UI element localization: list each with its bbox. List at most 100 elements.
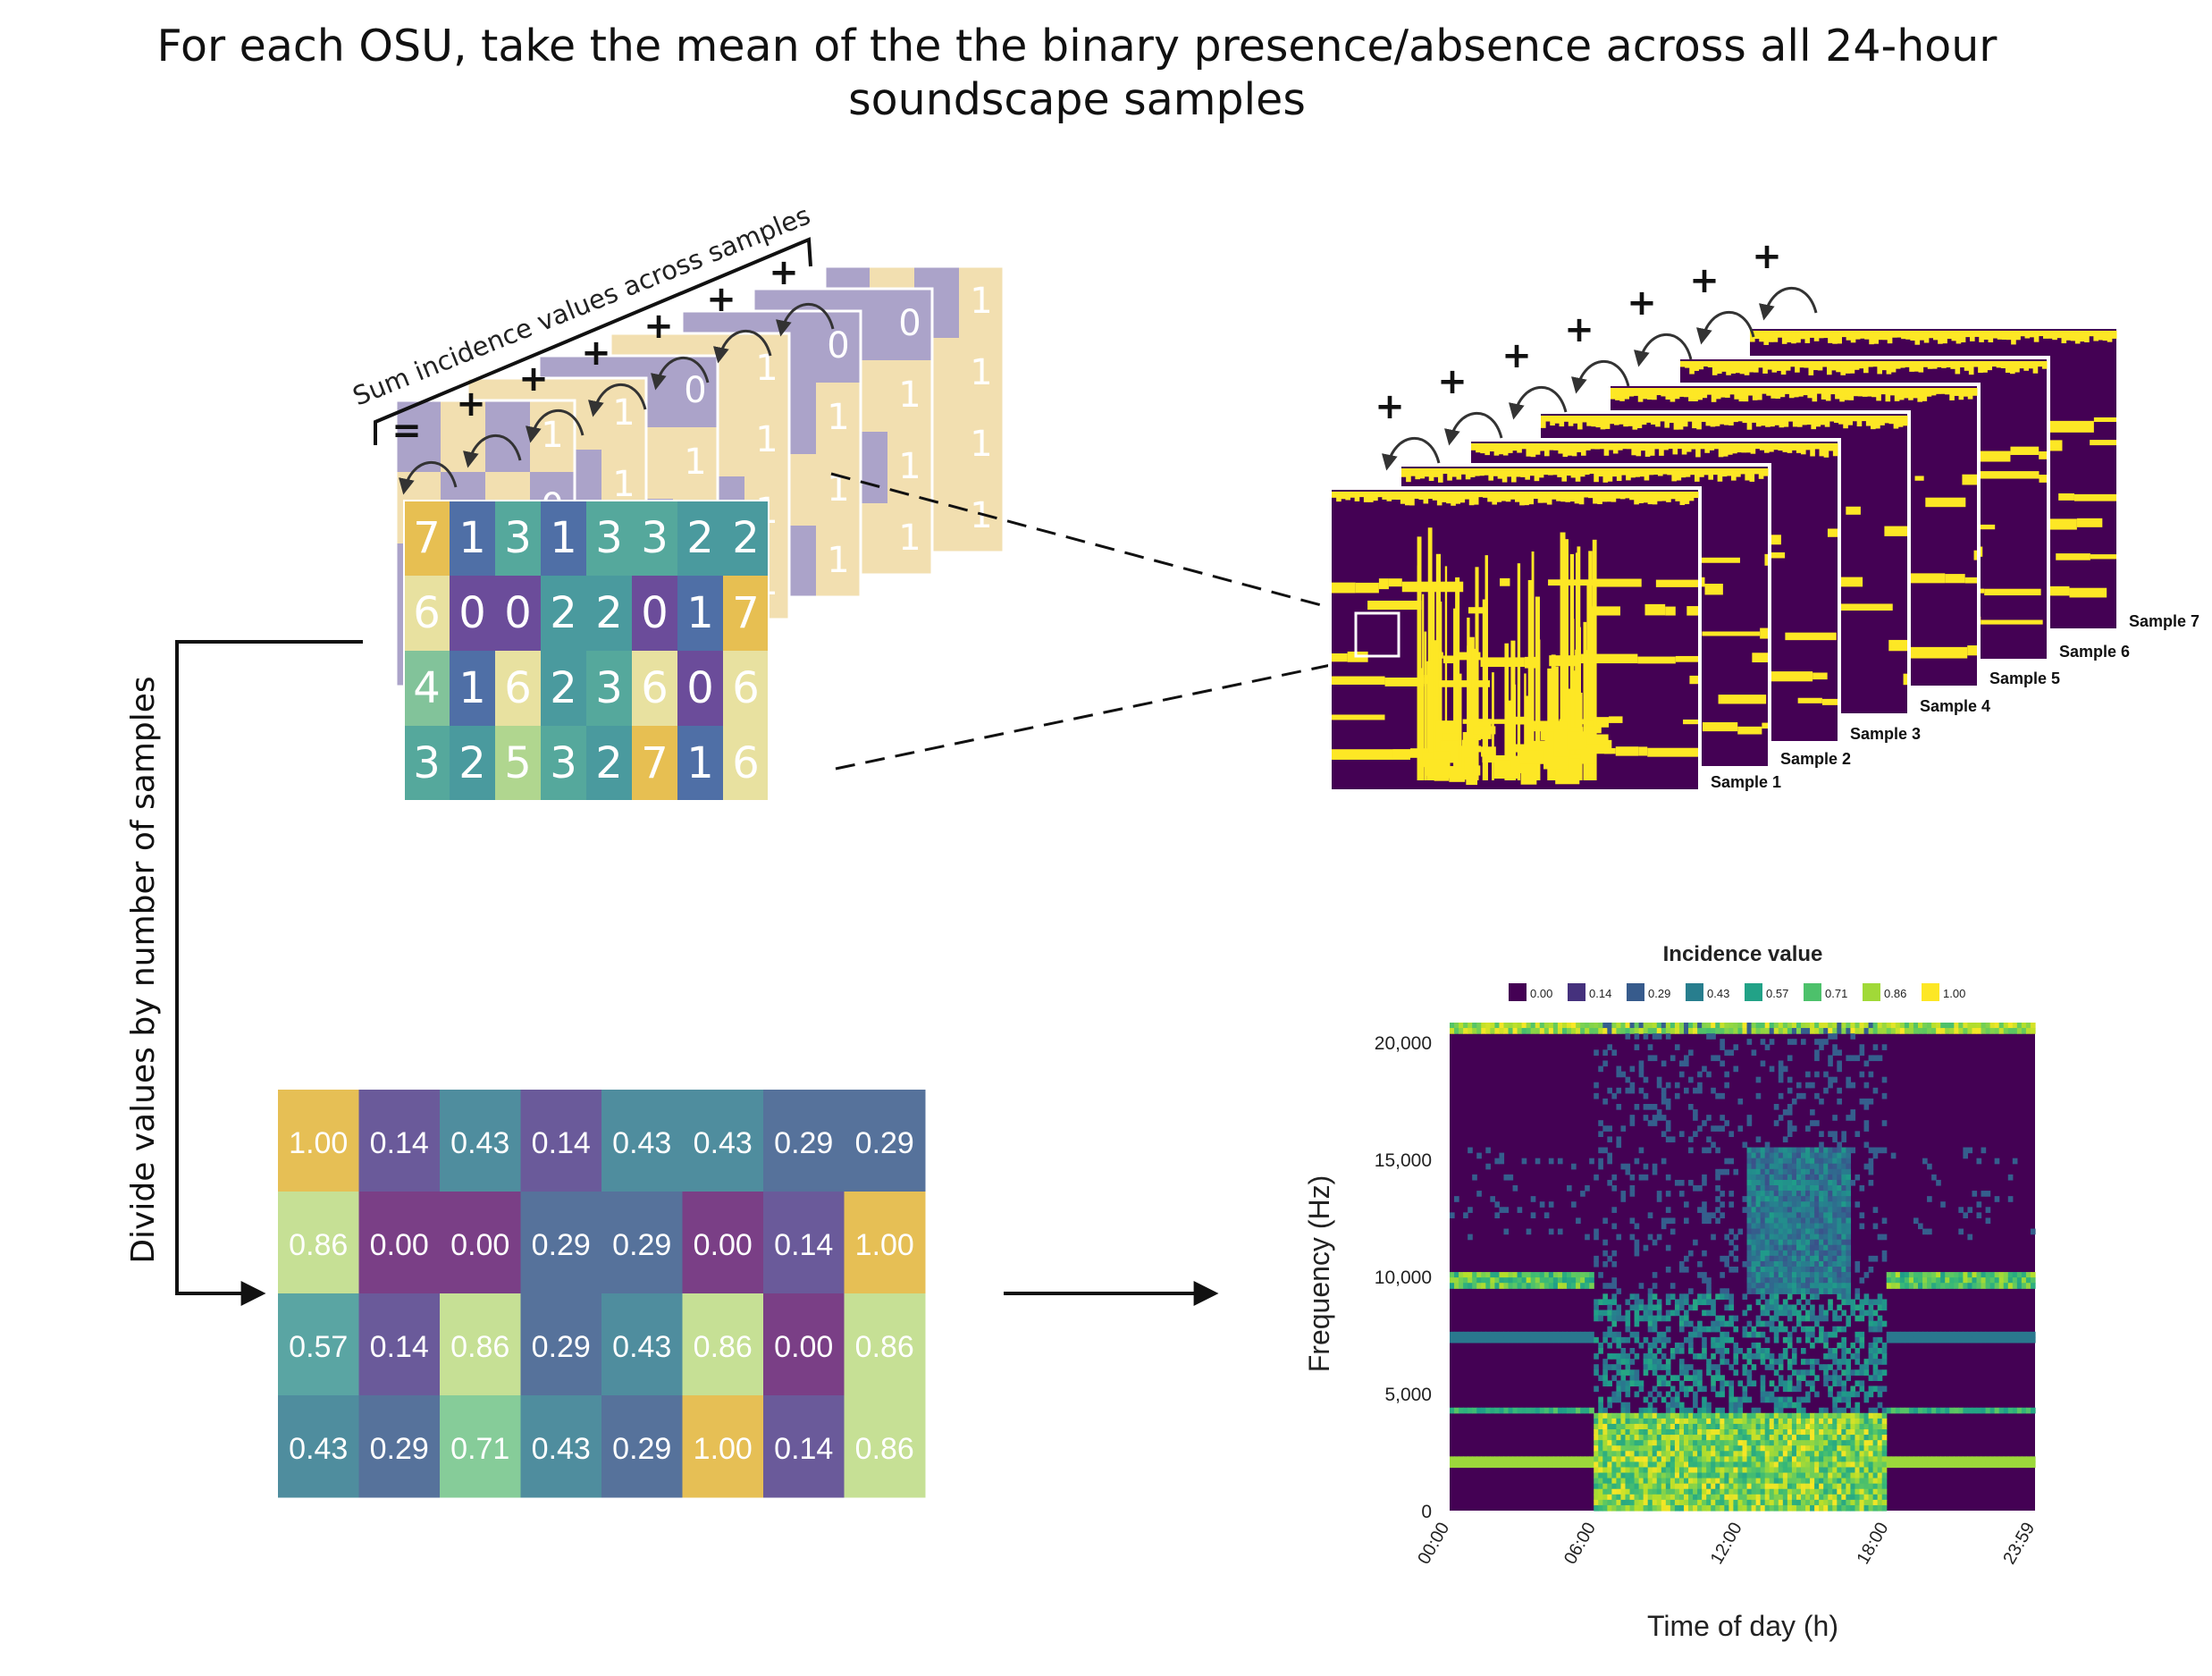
heatmap-cell	[1819, 1364, 1824, 1370]
spectrogram-band	[2039, 451, 2047, 459]
sum-value: 7	[641, 738, 669, 788]
heatmap-cell	[1760, 1250, 1766, 1257]
heatmap-cell	[1485, 1461, 1491, 1469]
heatmap-cell	[1791, 1217, 1797, 1225]
spectrogram-band	[1891, 331, 1897, 338]
heatmap-cell	[1760, 1147, 1766, 1154]
heatmap-cell	[1548, 1228, 1554, 1235]
heatmap-cell	[1832, 1049, 1838, 1056]
heatmap-cell	[1828, 1179, 1833, 1186]
heatmap-cell	[1823, 1152, 1829, 1159]
heatmap-cell	[1810, 1201, 1815, 1208]
heatmap-cell	[1693, 1440, 1698, 1446]
heatmap-cell	[1629, 1348, 1636, 1354]
heatmap-cell	[1819, 1412, 1824, 1419]
heatmap-cell	[1521, 1456, 1527, 1462]
heatmap-cell	[1828, 1488, 1833, 1495]
heatmap-cell	[1746, 1201, 1753, 1208]
heatmap-cell	[1782, 1223, 1788, 1230]
heatmap-cell	[1801, 1423, 1806, 1430]
heatmap-cell	[1728, 1429, 1735, 1436]
heatmap-cell	[1837, 1342, 1842, 1349]
heatmap-cell	[1760, 1375, 1766, 1381]
heatmap-cell	[1661, 1092, 1667, 1099]
heatmap-cell	[1801, 1244, 1806, 1251]
spectrogram-band	[1754, 361, 1759, 373]
heatmap-cell	[1859, 1429, 1865, 1436]
heatmap-cell	[1841, 1272, 1846, 1278]
heatmap-cell	[1778, 1207, 1784, 1213]
heatmap-cell	[1810, 1255, 1815, 1262]
heatmap-cell	[1773, 1272, 1779, 1278]
heatmap-cell	[1702, 1342, 1707, 1349]
heatmap-cell	[1819, 1196, 1824, 1202]
heatmap-cell	[1733, 1488, 1739, 1495]
heatmap-cell	[1764, 1499, 1770, 1506]
heatmap-cell	[1634, 1244, 1640, 1251]
heatmap-cell	[1810, 1212, 1815, 1218]
heatmap-cell	[1693, 1028, 1698, 1034]
heatmap-cell	[1737, 1407, 1744, 1414]
sum-cell	[541, 501, 586, 576]
spectrogram-band	[1384, 678, 1425, 686]
spectrogram-band	[1800, 331, 1805, 340]
heatmap-cell	[1850, 1461, 1856, 1469]
heatmap-cell	[1819, 1147, 1824, 1154]
spectrogram-band	[1695, 443, 1701, 458]
heatmap-cell	[1881, 1435, 1888, 1441]
spectrogram-band	[1602, 492, 1607, 502]
heatmap-cell	[1476, 1456, 1482, 1462]
heatmap-cell	[1778, 1380, 1784, 1387]
heatmap-cell	[1782, 1412, 1788, 1419]
heatmap-cell	[1634, 1304, 1640, 1311]
heatmap-cell	[1859, 1023, 1865, 1029]
heatmap-cell	[1517, 1407, 1523, 1414]
heatmap-cell	[1693, 1023, 1698, 1029]
heatmap-cell	[1859, 1445, 1865, 1452]
heatmap-cell	[1567, 1456, 1572, 1462]
mean-value: 0.14	[774, 1432, 833, 1466]
heatmap-cell	[1764, 1483, 1770, 1490]
spectrogram-band	[1447, 468, 1452, 481]
heatmap-cell	[1543, 1461, 1550, 1469]
spectrogram-band	[1745, 468, 1750, 481]
sum-value: 6	[413, 588, 441, 638]
heatmap-cell	[1661, 1060, 1667, 1067]
spectrogram-band	[1828, 443, 1834, 451]
heatmap-cell	[1895, 1277, 1901, 1284]
spectrogram-band	[1619, 492, 1626, 500]
spectrogram-band	[1713, 443, 1720, 450]
spectrogram-band	[1785, 632, 1837, 641]
heatmap-cell	[1764, 1228, 1770, 1235]
heatmap-cell	[1877, 1293, 1883, 1300]
legend-swatch	[1745, 983, 1762, 1001]
heatmap-cell	[1855, 1451, 1861, 1457]
heatmap-cell	[1656, 1234, 1662, 1241]
heatmap-cell	[1751, 1212, 1757, 1218]
heatmap-cell	[1805, 1267, 1811, 1273]
heatmap-cell	[1746, 1429, 1753, 1436]
spectrogram-band	[1645, 416, 1652, 423]
heatmap-cell	[1782, 1272, 1788, 1278]
heatmap-cell	[1778, 1407, 1784, 1414]
heatmap-cell	[1629, 1185, 1636, 1192]
heatmap-cell	[1656, 1418, 1662, 1425]
spectrogram-band	[2043, 331, 2048, 339]
heatmap-cell	[1526, 1283, 1532, 1289]
heatmap-cell	[1778, 1076, 1784, 1083]
heatmap-cell	[1787, 1168, 1793, 1175]
heatmap-cell	[1877, 1315, 1883, 1322]
heatmap-cell	[1607, 1467, 1612, 1474]
heatmap-cell	[1552, 1277, 1559, 1284]
heatmap-cell	[1728, 1440, 1735, 1446]
heatmap-cell	[1855, 1445, 1861, 1452]
heatmap-cell	[1665, 1369, 1671, 1376]
heatmap-cell	[1751, 1412, 1757, 1419]
heatmap-cell	[1841, 1260, 1846, 1268]
heatmap-cell	[1787, 1152, 1793, 1159]
heatmap-cell	[1463, 1212, 1468, 1218]
heatmap-cell	[1620, 1467, 1627, 1474]
spectrogram-band	[1471, 443, 1476, 451]
heatmap-cell	[1724, 1234, 1729, 1241]
heatmap-cell	[1764, 1494, 1770, 1501]
